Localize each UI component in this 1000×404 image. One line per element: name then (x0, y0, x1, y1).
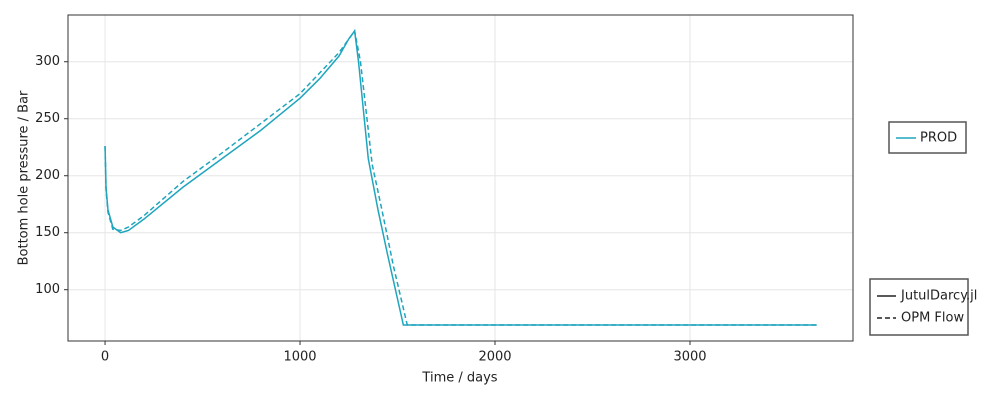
y-tick-label: 100 (35, 282, 60, 297)
x-axis-label: Time / days (421, 371, 497, 386)
x-tick-label: 3000 (673, 350, 706, 365)
x-tick-label: 2000 (478, 350, 511, 365)
y-tick-label: 200 (35, 168, 60, 183)
y-tick-label: 150 (35, 225, 60, 240)
legend-label: OPM Flow (901, 311, 964, 326)
legend-label: JutulDarcy.jl (900, 289, 977, 304)
x-tick-label: 0 (101, 350, 109, 365)
legend-box (888, 121, 967, 154)
y-tick-label: 300 (35, 54, 60, 69)
line-series (104, 28, 817, 326)
legend-box (869, 278, 969, 336)
y-tick-label: 250 (35, 111, 60, 126)
x-tick-label: 1000 (283, 350, 316, 365)
line-series (104, 29, 817, 326)
legend-label: PROD (920, 131, 957, 146)
y-axis-label: Bottom hole pressure / Bar (17, 90, 32, 265)
plot-frame (67, 14, 854, 342)
